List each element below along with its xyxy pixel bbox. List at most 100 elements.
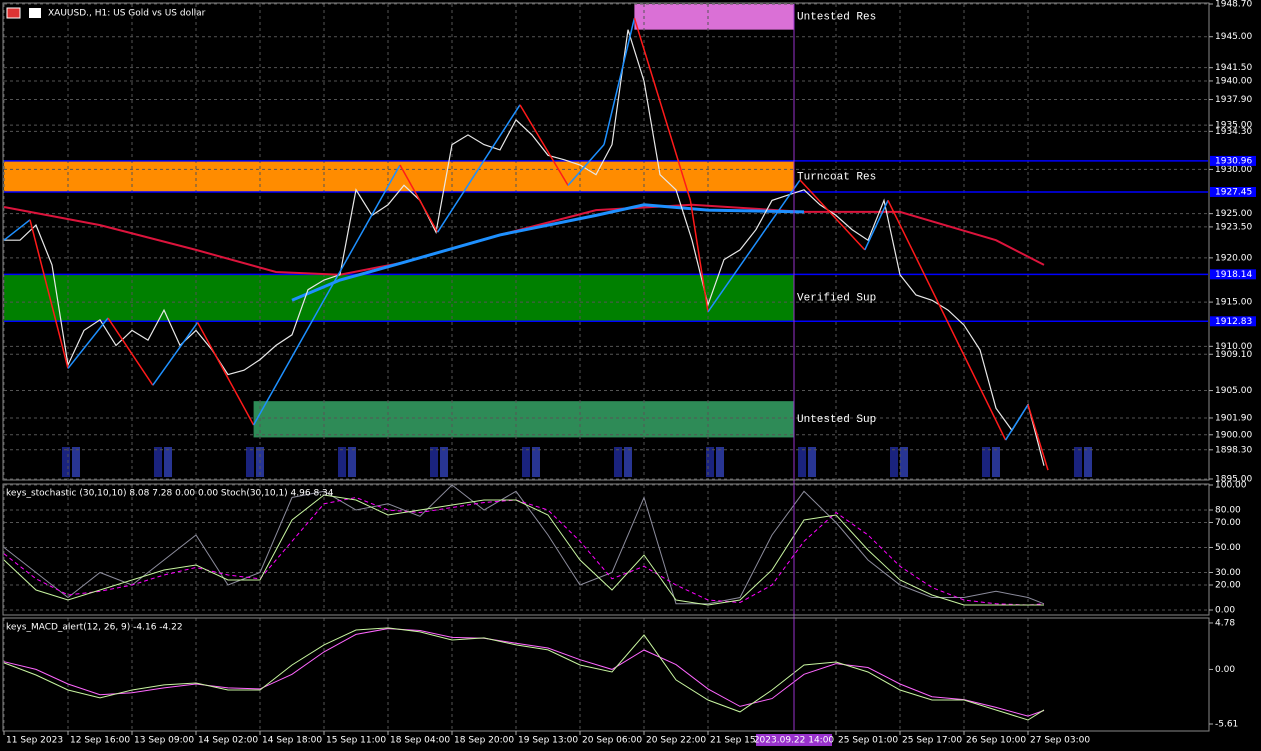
zigzag-segment [864,200,889,251]
cursor-box [756,734,832,746]
zigzag-segment [107,317,154,386]
session-marker [246,447,254,477]
x-tick-label: 18 Sep 20:00 [454,736,514,746]
x-tick-label: 25 Sep 17:00 [902,736,962,746]
macd-title: keys_MACD_alert(12, 26, 9) -4.16 -4.22 [6,623,183,633]
zigzag-segment [196,322,255,426]
y-tick-label: 50.00 [1215,543,1241,553]
zigzag-segment [29,219,69,369]
x-tick-label: 27 Sep 03:00 [1030,736,1090,746]
session-marker [1084,447,1092,477]
zigzag-segment [1004,404,1029,441]
y-tick-label: 70.00 [1215,518,1241,528]
level-label: 1918.14 [1215,270,1252,280]
zone-label: Untested Res [797,12,876,24]
x-tick-label: 11 Sep 2023 [6,736,63,746]
session-marker [154,447,162,477]
session-marker [522,447,530,477]
session-marker [430,447,438,477]
zigzag-segment [887,200,1007,441]
session-marker [72,447,80,477]
series-line [4,29,1045,466]
zigzag-segment [603,17,636,145]
series-line [3,484,1045,605]
cursor-label: 2023.09.22 14:00 [754,736,835,746]
y-tick-label: 1901.90 [1215,413,1252,423]
x-tick-label: 18 Sep 04:00 [390,736,450,746]
level-box [1210,269,1256,280]
zigzag-segment [3,219,31,241]
y-tick-label: -5.61 [1215,719,1238,729]
zigzag-segment [519,104,569,186]
y-tick-label: 1900.00 [1215,430,1252,440]
level-label: 1927.45 [1215,187,1252,197]
zone-label: Turncoat Res [797,171,876,183]
session-marker [716,447,724,477]
session-marker [808,447,816,477]
y-tick-label: 1895.00 [1215,475,1252,485]
session-marker [798,447,806,477]
series-line [3,628,1045,717]
stoch-frame [2,483,1210,616]
x-tick-label: 26 Sep 10:00 [966,736,1026,746]
series-line [3,496,1045,606]
zigzag-segment [707,179,801,313]
y-tick-label: 0.00 [1215,606,1235,616]
y-tick-label: 1898.30 [1215,445,1252,455]
x-tick-label: 20 Sep 22:00 [646,736,706,746]
y-tick-label: 1905.00 [1215,386,1252,396]
x-tick-label: 14 Sep 02:00 [198,736,258,746]
session-marker [440,447,448,477]
session-marker [900,447,908,477]
zigzag-segment [1027,404,1049,471]
symbol-icon[interactable] [6,7,21,19]
x-tick-label: 21 Sep 15:00 [710,736,770,746]
y-tick-label: 1909.10 [1215,350,1252,360]
series-line [291,203,805,302]
session-marker [1074,447,1082,477]
y-tick-label: 1915.00 [1215,298,1252,308]
zigzag-segment [799,179,866,251]
session-marker [532,447,540,477]
y-tick-label: 1923.50 [1215,222,1252,232]
x-tick-label: 12 Sep 16:00 [70,736,130,746]
y-tick-label: 100.00 [1215,481,1247,491]
y-tick-label: 1934.30 [1215,127,1252,137]
x-tick-label: 20 Sep 06:00 [582,736,642,746]
session-marker [982,447,990,477]
level-label: 1912.83 [1215,317,1252,327]
zigzag-segment [436,104,521,233]
zone-label: Untested Sup [797,414,876,426]
x-tick-label: 13 Sep 09:00 [134,736,194,746]
session-marker [992,447,1000,477]
session-marker [338,447,346,477]
y-tick-label: 20.00 [1215,581,1241,591]
macd-frame [2,617,1210,732]
y-tick-label: 1935.00 [1215,121,1252,131]
x-tick-label: 14 Sep 18:00 [262,736,322,746]
zone [253,401,795,438]
y-tick-label: 1910.00 [1215,342,1252,352]
x-tick-label: 25 Sep 01:00 [838,736,898,746]
session-marker [624,447,632,477]
zigzag-segment [633,17,692,201]
y-tick-label: 1941.50 [1215,63,1252,73]
series-line [3,627,1045,721]
window-icon[interactable] [29,8,41,18]
y-tick-label: 80.00 [1215,506,1241,516]
session-marker [348,447,356,477]
session-marker [614,447,622,477]
zigzag-segment [689,200,709,312]
chart-title: XAUUSD., H1: US Gold vs US dollar [48,9,206,19]
y-tick-label: 1920.00 [1215,253,1252,263]
y-tick-label: 1948.70 [1215,0,1252,10]
session-marker [62,447,70,477]
y-tick-label: 4.78 [1215,618,1235,628]
x-tick-label: 19 Sep 13:00 [518,736,578,746]
y-tick-label: 1930.00 [1215,165,1252,175]
level-box [1210,155,1256,166]
plots [3,4,1208,731]
